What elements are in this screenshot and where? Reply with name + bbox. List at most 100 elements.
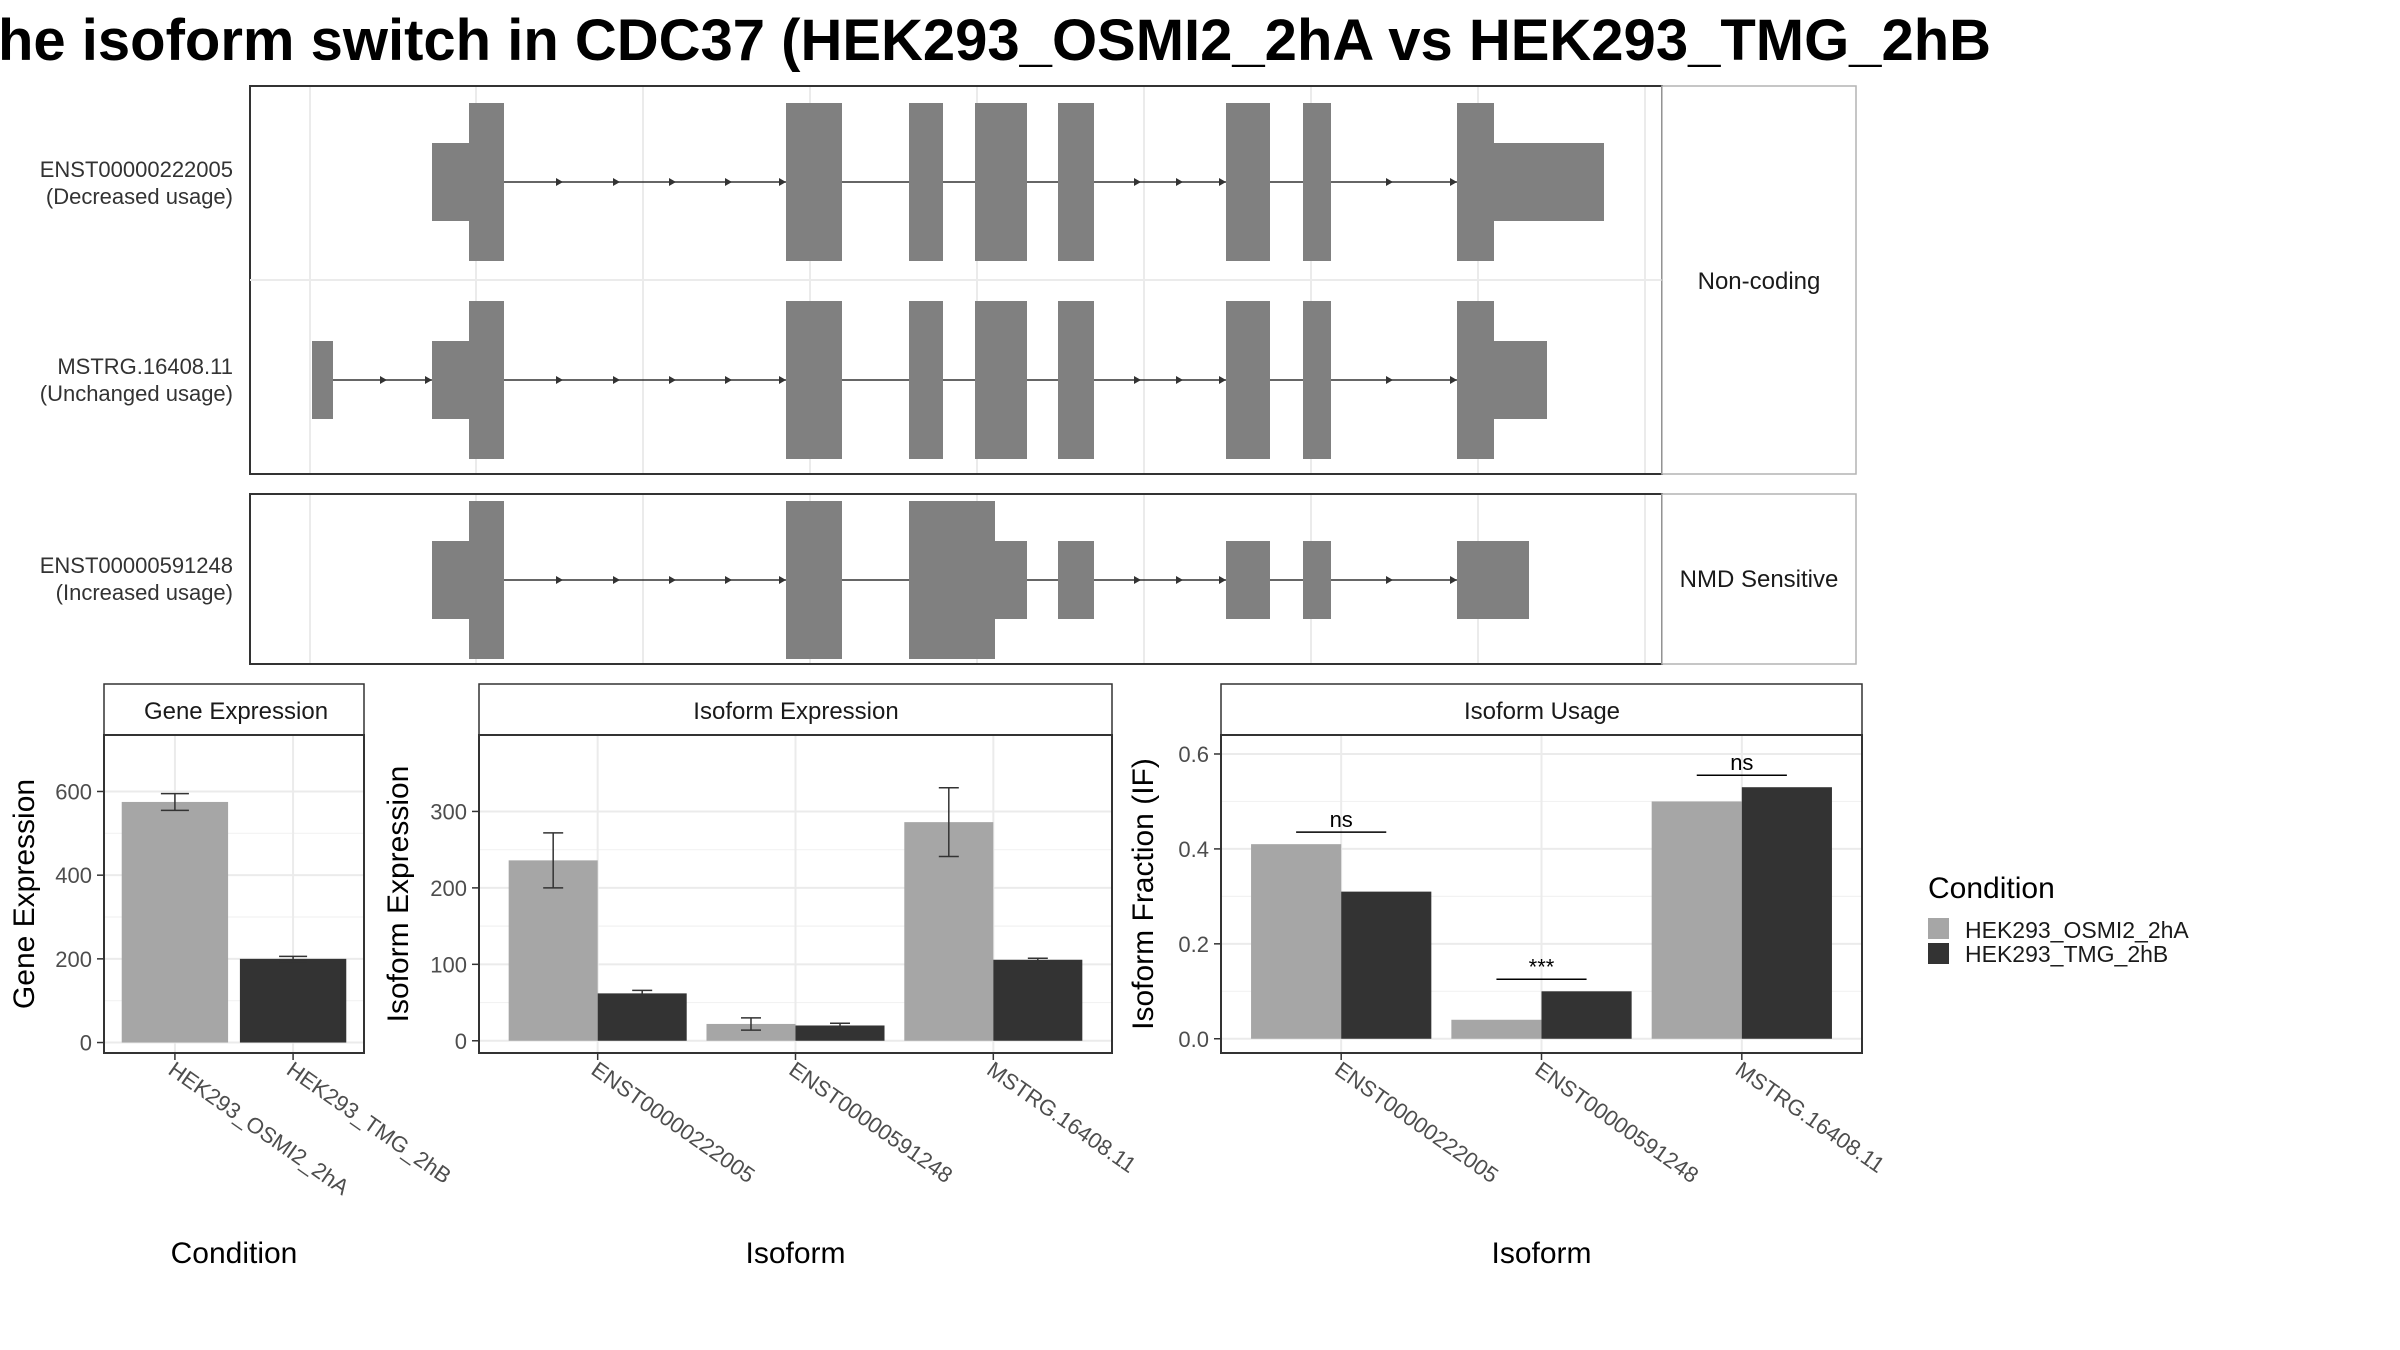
error-bar [543,832,564,889]
error-bar [938,786,959,858]
intron-arrow [380,376,387,384]
transcript-track-mstrg-16408-11 [312,301,1547,459]
error-bar [1027,957,1048,963]
panel-strip-title: Isoform Usage [1464,698,1620,725]
intron-arrow [1450,178,1457,186]
utr-exon [1058,541,1094,619]
intron-arrow [1219,576,1226,584]
intron-arrow [669,376,676,384]
coding-exon [975,301,1027,459]
intron-arrow [1134,576,1141,584]
intron-arrow [1134,178,1141,186]
strip-nmd-label: NMD Sensitive [1680,566,1839,593]
strip-noncoding-box [1661,85,1857,475]
significance-label: ns [1730,750,1753,775]
bar-hek293-osmi2-2ha-enst00000222005 [508,860,598,1041]
intron-arrow [425,376,432,384]
bar-hek293-osmi2-2ha-enst00000591248 [1451,1019,1542,1039]
bar-hek293-tmg-2hb-enst00000222005 [597,993,687,1041]
error-bar [632,989,653,998]
intron-arrow [613,376,620,384]
panel-strip [103,683,365,736]
error-bar [830,1022,851,1029]
coding-exon [786,103,842,261]
coding-exon [1226,301,1270,459]
intron-arrow [613,576,620,584]
strip-noncoding-label: Non-coding [1698,268,1821,295]
intron-arrow [1134,376,1141,384]
coding-exon [1058,301,1094,459]
transcript-panel-nmd: NMD Sensitive ENST00000591248 (Increased… [40,493,1857,665]
figure-title: he isoform switch in CDC37 (HEK293_OSMI2… [0,8,1991,73]
intron-arrow [725,178,732,186]
utr-exon [432,341,470,419]
y-tick-label: 100 [430,952,467,977]
intron-arrow [1176,178,1183,186]
intron-arrow [1219,376,1226,384]
y-axis-title: Isoform Expression [382,766,415,1023]
x-axis-title: Isoform [745,1237,845,1270]
utr-exon [1303,541,1331,619]
bar-hek293-osmi2-2ha-enst00000591248 [706,1023,796,1041]
utr-exon [1457,541,1529,619]
intron-arrow [556,376,563,384]
utr-exon [994,541,1027,619]
legend-key-tmg [1928,943,1949,964]
coding-exon [469,501,504,659]
coding-exon [909,103,943,261]
panel-strip [478,683,1113,736]
x-axis-title: Condition [171,1237,298,1270]
bar-hek293-tmg-2hb [239,958,347,1043]
bar-hek293-osmi2-2ha-mstrg-16408-11 [1651,801,1742,1039]
utr-exon [1493,143,1604,221]
y-tick-label: 0.0 [1178,1027,1209,1052]
transcript-panel-noncoding: Non-coding ENST00000222005 (Decreased us… [40,85,1857,475]
intron-arrow [1176,576,1183,584]
coding-exon [1058,103,1094,261]
panel-strip [1220,683,1863,736]
intron-arrow [1450,576,1457,584]
error-bar [740,1017,761,1031]
coding-exon [909,301,943,459]
coding-exon [1303,301,1331,459]
intron-arrow [725,576,732,584]
intron-arrow [779,178,786,186]
bar-hek293-osmi2-2ha-enst00000222005 [1251,844,1342,1039]
legend-label-tmg: HEK293_TMG_2hB [1965,941,2168,967]
track-label-usage: (Increased usage) [56,580,233,605]
legend-key-osmi2 [1928,918,1949,939]
y-tick-label: 0.6 [1178,742,1209,767]
intron-arrow [1219,178,1226,186]
bar-hek293-tmg-2hb-mstrg-16408-11 [993,959,1083,1041]
intron-arrow [1176,376,1183,384]
intron-arrow [1386,576,1393,584]
panel-strip-title: Isoform Expression [693,698,898,725]
coding-exon [469,103,504,261]
bar-hek293-tmg-2hb-mstrg-16408-11 [1741,787,1832,1039]
utr-exon [432,541,470,619]
track-label-usage: (Decreased usage) [46,184,233,209]
coding-exon [1457,301,1494,459]
bar-hek293-osmi2-2ha-mstrg-16408-11 [904,822,994,1041]
intron-arrow [556,178,563,186]
y-tick-label: 200 [430,876,467,901]
coding-exon [1457,103,1494,261]
error-bar [279,955,308,963]
track-label-id: ENST00000591248 [40,553,233,578]
y-axis-title: Gene Expression [8,779,41,1009]
track-label-usage: (Unchanged usage) [40,381,233,406]
intron-arrow [1450,376,1457,384]
y-tick-label: 0 [80,1031,92,1056]
utr-exon [1226,541,1270,619]
coding-exon [786,301,842,459]
intron-arrow [669,178,676,186]
intron-arrow [669,576,676,584]
y-tick-label: 400 [55,863,92,888]
panel-strip-title: Gene Expression [144,698,328,725]
intron-arrow [779,376,786,384]
legend-label-osmi2: HEK293_OSMI2_2hA [1965,917,2189,943]
error-bar [160,792,189,812]
legend-title: Condition [1928,872,2055,905]
strip-nmd-box [1661,493,1857,665]
intron-arrow [613,178,620,186]
